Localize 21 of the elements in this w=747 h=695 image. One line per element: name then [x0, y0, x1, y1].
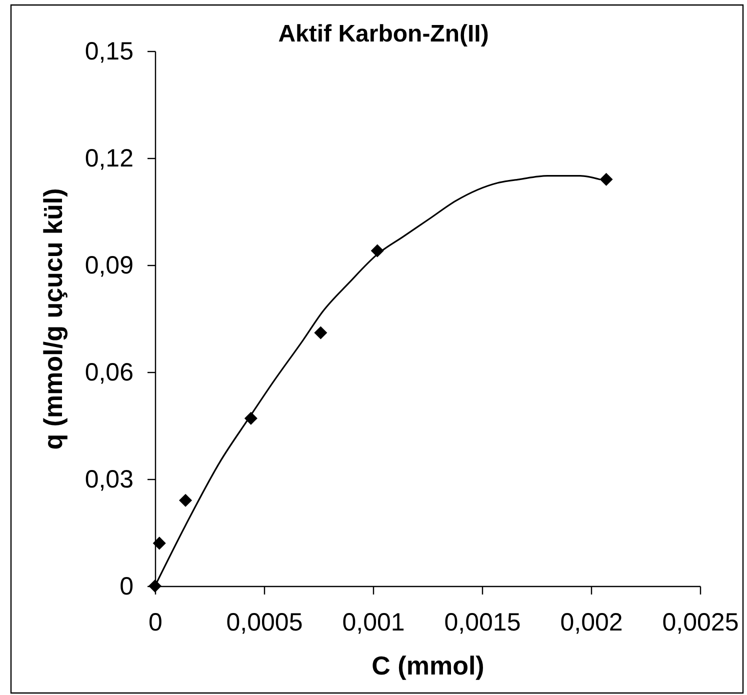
point [179, 494, 192, 507]
y-tick-label: 0 [120, 572, 134, 600]
y-tick-label: 0,03 [84, 466, 134, 494]
x-tick-label: 0 [148, 608, 162, 636]
y-tick-label: 0,06 [84, 358, 134, 386]
x-tick-label: 0,002 [560, 608, 623, 636]
point [314, 326, 328, 340]
x-axis-title: C (mmol) [372, 650, 484, 680]
x-tick-label: 0,0025 [662, 608, 739, 636]
x-tick-label: 0,0015 [444, 608, 521, 636]
x-tick-label: 0,0005 [226, 608, 303, 636]
x-tick-label: 0,001 [342, 608, 405, 636]
point [244, 412, 258, 425]
point [600, 172, 613, 186]
point [370, 244, 384, 258]
point [152, 536, 166, 550]
y-tick-label: 0,12 [84, 144, 134, 172]
y-axis-title: q (mmol/g uçucu kül) [38, 188, 68, 450]
y-tick-label: 0,09 [84, 252, 134, 280]
chart-title: Aktif Karbon-Zn(II) [278, 20, 489, 48]
y-tick-label: 0,15 [84, 38, 134, 66]
